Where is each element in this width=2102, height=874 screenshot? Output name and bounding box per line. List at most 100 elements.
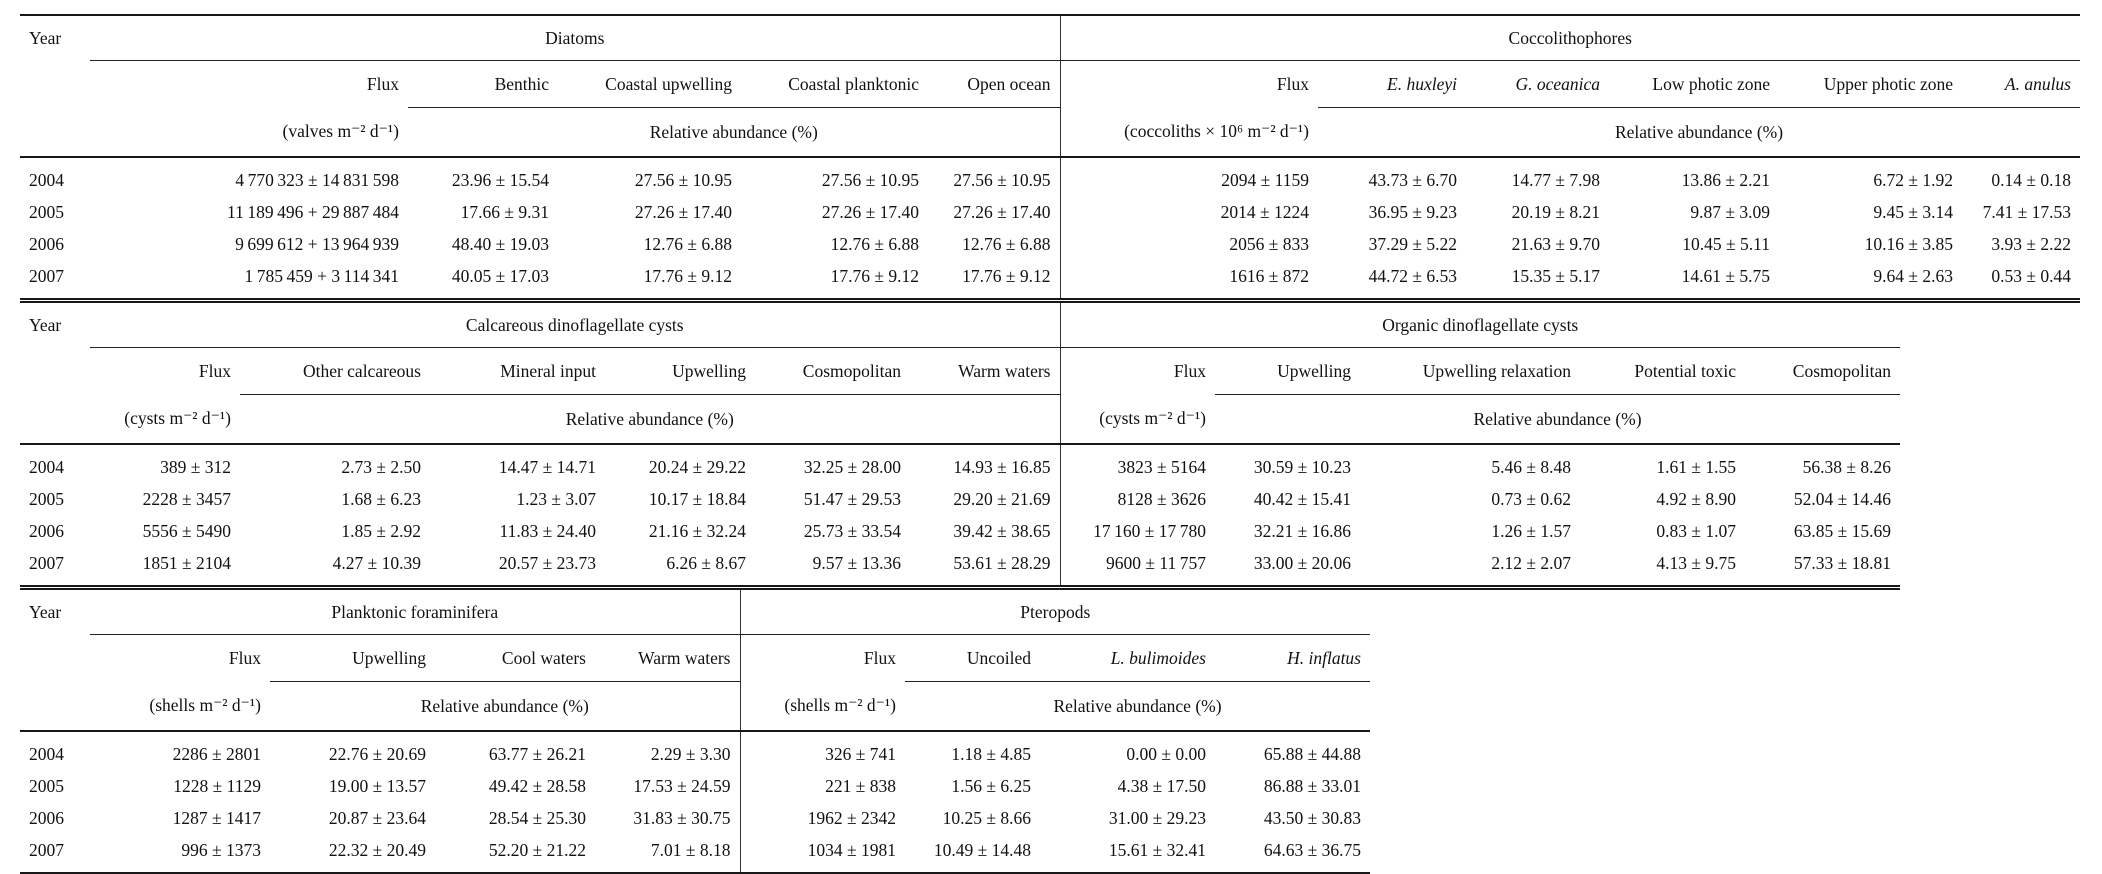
- value-cell: 40.42 ± 15.41: [1253, 488, 1351, 509]
- flux-unit: (coccoliths × 10⁶ m⁻² d⁻¹): [1060, 107, 1318, 158]
- value-cell: 31.00 ± 29.23: [1108, 807, 1206, 828]
- table-row: 2007 1851 ± 2104 4.27 ± 10.39 20.57 ± 23.73…: [20, 547, 1900, 588]
- spacer-cell: [20, 681, 90, 732]
- value-cell: 3.93 ± 2.22: [1991, 233, 2071, 254]
- value-cell: 2.12 ± 2.07: [1491, 552, 1571, 573]
- value-cell: 14.93 ± 16.85: [910, 444, 1061, 483]
- species-header: Coastal upwelling: [558, 60, 741, 108]
- value-cell: 7.41 ± 17.53: [1982, 201, 2071, 222]
- value-cell: 27.26 ± 17.40: [634, 201, 732, 222]
- spacer-cell: [20, 635, 90, 682]
- abundance-header: Relative abundance (%): [905, 681, 1370, 732]
- table-row: Flux Other calcareous Mineral input Upwe…: [20, 347, 1900, 395]
- abundance-header: Relative abundance (%): [408, 107, 1061, 158]
- value-cell: 43.50 ± 30.83: [1263, 807, 1361, 828]
- species-header: Cosmopolitan: [1745, 347, 1900, 395]
- value-cell: 4.38 ± 17.50: [1117, 775, 1206, 796]
- flux-unit: (valves m⁻² d⁻¹): [90, 107, 408, 158]
- table-row: 2004 389 ± 312 2.73 ± 2.50 14.47 ± 14.71 20.…: [20, 444, 1900, 483]
- value-cell: 64.63 ± 36.75: [1263, 839, 1361, 860]
- value-cell: 52.04 ± 14.46: [1793, 488, 1891, 509]
- value-cell: 3823 ± 5164: [1117, 456, 1206, 477]
- value-cell: 33.00 ± 20.06: [1253, 552, 1351, 573]
- value-cell: 22.32 ± 20.49: [328, 839, 426, 860]
- table-row: 2005 1228 ± 1129 19.00 ± 13.57 49.42 ± 28.5…: [20, 770, 1370, 802]
- value-cell: 4.13 ± 9.75: [1656, 552, 1736, 573]
- value-cell: 9.87 ± 3.09: [1690, 201, 1770, 222]
- value-cell: 1616 ± 872: [1229, 265, 1309, 286]
- value-cell: 19.00 ± 13.57: [328, 775, 426, 796]
- species-header: Mineral input: [430, 347, 605, 395]
- abundance-header: Relative abundance (%): [1215, 394, 1900, 445]
- value-cell: 21.16 ± 32.24: [648, 520, 746, 541]
- spacer-cell: [20, 107, 90, 158]
- value-cell: 17.76 ± 9.12: [643, 265, 732, 286]
- table-row: 2006 5556 ± 5490 1.85 ± 2.92 11.83 ± 24.40 2…: [20, 515, 1900, 547]
- species-header: Cosmopolitan: [755, 347, 910, 395]
- species-header: Upper photic zone: [1779, 60, 1962, 108]
- value-cell: 14.61 ± 5.75: [1681, 265, 1770, 286]
- flux-header: Flux: [1173, 360, 1206, 381]
- value-cell: 56.38 ± 8.26: [1802, 456, 1891, 477]
- value-cell: 5556 ± 5490: [142, 520, 231, 541]
- value-cell: 14.47 ± 14.71: [498, 456, 596, 477]
- value-cell: 44.72 ± 6.53: [1368, 265, 1457, 286]
- table-row: 2005 2228 ± 3457 1.68 ± 6.23 1.23 ± 3.07 10.…: [20, 483, 1900, 515]
- value-cell: 63.77 ± 26.21: [488, 743, 586, 764]
- year-cell: 2007: [29, 839, 64, 860]
- value-cell: 0.83 ± 1.07: [1656, 520, 1736, 541]
- value-cell: 1287 ± 1417: [172, 807, 261, 828]
- value-cell: 2.73 ± 2.50: [341, 456, 421, 477]
- species-header: Low photic zone: [1609, 60, 1779, 108]
- value-cell: 1.61 ± 1.55: [1656, 456, 1736, 477]
- value-cell: 9.57 ± 13.36: [812, 552, 901, 573]
- flux-header: Flux: [863, 647, 896, 668]
- table-row: 2006 9 699 612 + 13 964 939 48.40 ± 19.03 1…: [20, 228, 2080, 260]
- value-cell: 1 785 459 + 3 114 341: [244, 265, 399, 286]
- value-cell: 63.85 ± 15.69: [1793, 520, 1891, 541]
- year-cell: 2004: [29, 169, 64, 190]
- table-row: Flux Benthic Coastal upwelling Coastal p…: [20, 60, 2080, 108]
- value-cell: 1.56 ± 6.25: [951, 775, 1031, 796]
- species-header: Upwelling: [1215, 347, 1360, 395]
- flux-header: Flux: [1276, 73, 1309, 94]
- year-header: Year: [29, 27, 62, 48]
- section-title: Organic dinoflagellate cysts: [1060, 303, 1900, 348]
- value-cell: 10.16 ± 3.85: [1864, 233, 1953, 254]
- value-cell: 6.72 ± 1.92: [1873, 169, 1953, 190]
- table-row: 2005 11 189 496 + 29 887 484 17.66 ± 9.31 2…: [20, 196, 2080, 228]
- value-cell: 1.23 ± 3.07: [516, 488, 596, 509]
- value-cell: 2286 ± 2801: [172, 743, 261, 764]
- value-cell: 37.29 ± 5.22: [1368, 233, 1457, 254]
- value-cell: 1.26 ± 1.57: [1491, 520, 1571, 541]
- year-cell: 2006: [29, 233, 64, 254]
- value-cell: 25.73 ± 33.54: [803, 520, 901, 541]
- species-header: Other calcareous: [240, 347, 430, 395]
- value-cell: 1034 ± 1981: [807, 839, 896, 860]
- value-cell: 10.49 ± 14.48: [933, 839, 1031, 860]
- value-cell: 11 189 496 + 29 887 484: [227, 201, 399, 222]
- value-cell: 1.18 ± 4.85: [951, 743, 1031, 764]
- value-cell: 1228 ± 1129: [173, 775, 261, 796]
- value-cell: 2228 ± 3457: [142, 488, 231, 509]
- value-cell: 27.56 ± 10.95: [634, 169, 732, 190]
- abundance-header: Relative abundance (%): [1318, 107, 2080, 158]
- value-cell: 17.53 ± 24.59: [595, 770, 741, 802]
- value-cell: 49.42 ± 28.58: [488, 775, 586, 796]
- species-header: Upwelling: [605, 347, 755, 395]
- spacer-cell: [20, 394, 90, 445]
- year-cell: 2004: [29, 743, 64, 764]
- table-row: Flux Upwelling Cool waters Warm waters F…: [20, 634, 1370, 682]
- section-title: Coccolithophores: [1060, 15, 2080, 61]
- value-cell: 2056 ± 833: [1229, 233, 1309, 254]
- value-cell: 57.33 ± 18.81: [1793, 552, 1891, 573]
- value-cell: 13.86 ± 2.21: [1681, 169, 1770, 190]
- table-row: 2007 996 ± 1373 22.32 ± 20.49 52.20 ± 21.22…: [20, 834, 1370, 873]
- value-cell: 0.73 ± 0.62: [1491, 488, 1571, 509]
- table-diatoms-coccolithophores: Year Diatoms Coccolithophores Flux Benth…: [20, 14, 2080, 303]
- value-cell: 22.76 ± 20.69: [328, 743, 426, 764]
- value-cell: 12.76 ± 6.88: [830, 233, 919, 254]
- year-cell: 2006: [29, 807, 64, 828]
- value-cell: 2094 ± 1159: [1221, 169, 1309, 190]
- value-cell: 65.88 ± 44.88: [1263, 743, 1361, 764]
